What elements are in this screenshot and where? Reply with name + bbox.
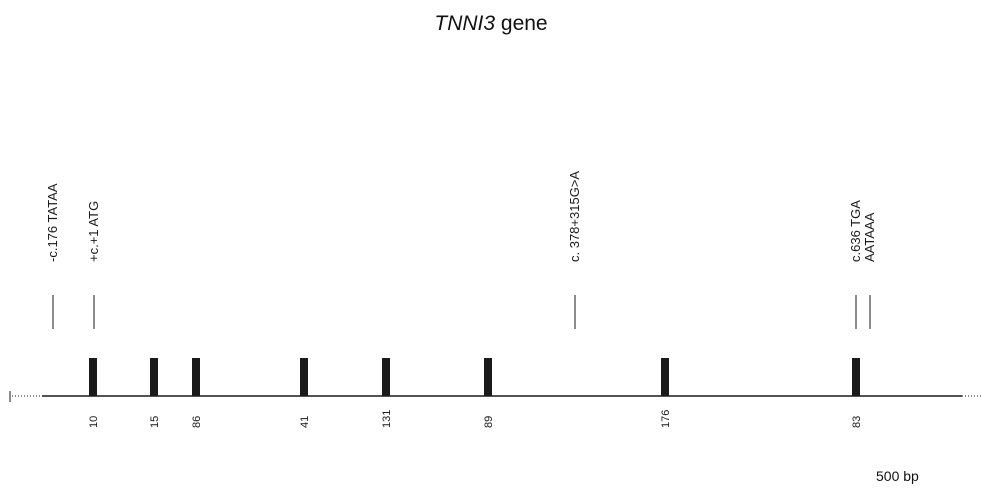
annotation-label: c. 378+315G>A [567, 171, 582, 262]
annotation-label: AATAAA [862, 212, 877, 262]
title-suffix: gene [495, 12, 548, 35]
exon-bar [192, 358, 200, 396]
exon-bar [484, 358, 492, 396]
annotation-label: +c.+1 ATG [86, 201, 101, 262]
exon-size-label: 89 [483, 416, 495, 428]
diagram-title: TNNI3 gene [0, 12, 982, 36]
exon-size-label: 86 [191, 416, 203, 428]
exon-bar [300, 358, 308, 396]
exon-size-label: 131 [381, 410, 393, 428]
scale-label: 500 bp [876, 468, 919, 484]
exons: 10 15 86 41 131 89 176 83 [88, 358, 863, 428]
annotation-label: c.636 TGA [848, 200, 863, 262]
exon-bar [89, 358, 97, 396]
exon-size-label: 10 [88, 416, 100, 428]
annotations: -c.176 TATAA +c.+1 ATG c. 378+315G>A c.636 … [45, 171, 877, 329]
exon-bar [150, 358, 158, 396]
exon-size-label: 15 [149, 416, 161, 428]
exon-size-label: 83 [851, 416, 863, 428]
exon-size-label: 41 [299, 416, 311, 428]
gene-name: TNNI3 [434, 12, 496, 35]
exon-bar [382, 358, 390, 396]
annotation-label: -c.176 TATAA [45, 183, 60, 262]
exon-bar [852, 358, 860, 396]
exon-size-label: 176 [660, 410, 672, 428]
exon-bar [661, 358, 669, 396]
